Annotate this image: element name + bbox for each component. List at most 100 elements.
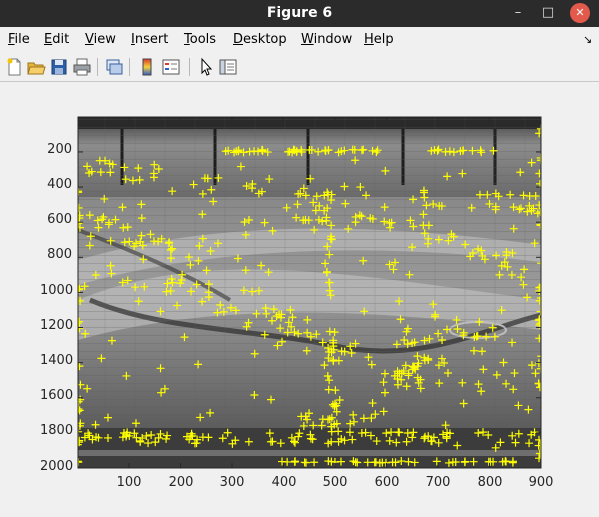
title-bar: Figure 6 – □ ✕ [0, 0, 599, 27]
feature-marker [78, 407, 82, 416]
feature-marker [479, 365, 488, 374]
feature-marker [314, 147, 323, 156]
property-editor-icon[interactable] [218, 57, 238, 77]
undock-icon[interactable]: ↘ [583, 33, 593, 46]
feature-marker [459, 328, 468, 337]
feature-marker [535, 316, 541, 325]
feature-marker [296, 189, 305, 198]
feature-marker [366, 214, 375, 223]
print-icon[interactable] [72, 57, 92, 77]
feature-marker [154, 164, 163, 173]
feature-marker [168, 187, 177, 196]
feature-marker [382, 429, 391, 438]
y-tick-label: 1400 [40, 353, 74, 368]
menu-help[interactable]: Help [364, 32, 394, 47]
maximize-button[interactable]: □ [541, 5, 555, 20]
feature-marker [78, 223, 84, 232]
feature-marker [268, 226, 277, 235]
feature-marker [371, 458, 380, 467]
feature-marker [348, 435, 357, 444]
feature-marker [508, 249, 517, 258]
feature-marker [443, 369, 452, 378]
menu-tools[interactable]: Tools [184, 32, 217, 47]
feature-marker [245, 216, 254, 225]
menu-bar: File Edit View Insert Tools Desktop Wind… [0, 27, 599, 52]
feature-marker [434, 438, 443, 447]
x-tick-label: 800 [477, 475, 503, 490]
feature-marker [327, 235, 336, 244]
new-figure-icon[interactable] [4, 57, 24, 77]
feature-marker [284, 318, 293, 327]
legend-icon[interactable] [161, 57, 181, 77]
feature-marker [438, 336, 447, 345]
feature-marker [475, 317, 484, 326]
feature-marker [325, 327, 334, 336]
feature-marker [386, 223, 395, 232]
y-tick-label: 1200 [40, 318, 74, 333]
feature-marker [312, 192, 321, 201]
feature-marker [502, 247, 511, 256]
feature-marker [135, 175, 144, 184]
x-tick-label: 900 [528, 475, 554, 490]
feature-marker [503, 262, 512, 271]
feature-marker [396, 315, 405, 324]
feature-marker [325, 376, 334, 385]
feature-marker [387, 218, 396, 227]
menu-edit[interactable]: Edit [44, 32, 70, 47]
feature-marker [424, 356, 433, 365]
minimize-button[interactable]: – [514, 5, 522, 20]
feature-marker [461, 457, 470, 466]
feature-marker [301, 412, 310, 421]
feature-marker [322, 268, 331, 277]
feature-marker [434, 361, 443, 370]
feature-marker [403, 340, 412, 349]
feature-marker [359, 256, 368, 265]
menu-insert[interactable]: Insert [131, 32, 169, 47]
feature-marker [322, 213, 331, 222]
feature-marker [328, 400, 337, 409]
feature-marker [413, 352, 422, 361]
feature-marker [420, 336, 429, 345]
feature-marker [250, 390, 259, 399]
feature-marker [529, 204, 538, 213]
feature-marker [306, 434, 315, 443]
y-tick-label: 2000 [40, 459, 74, 474]
feature-marker [458, 378, 467, 387]
menu-file[interactable]: File [8, 32, 30, 47]
feature-marker [341, 199, 350, 208]
feature-marker [397, 457, 406, 466]
feature-marker [78, 397, 83, 406]
pointer-icon[interactable] [196, 57, 216, 77]
feature-marker [294, 329, 303, 338]
colorbar-icon[interactable] [137, 57, 157, 77]
feature-marker [530, 239, 539, 248]
feature-marker [497, 306, 506, 315]
open-file-icon[interactable] [26, 57, 46, 77]
menu-view[interactable]: View [85, 32, 116, 47]
feature-marker [192, 439, 201, 448]
feature-marker [93, 216, 102, 225]
x-tick-label: 500 [322, 475, 348, 490]
menu-desktop[interactable]: Desktop [233, 32, 287, 47]
feature-marker [371, 410, 380, 419]
menu-window[interactable]: Window [301, 32, 353, 47]
feature-marker [539, 284, 541, 286]
feature-marker [162, 287, 171, 296]
close-button[interactable]: ✕ [570, 3, 590, 23]
feature-marker [311, 206, 320, 215]
feature-marker [422, 201, 431, 210]
feature-marker [502, 457, 511, 466]
feature-marker [105, 218, 114, 227]
feature-marker [424, 221, 433, 230]
feature-marker [416, 375, 425, 384]
feature-marker [207, 185, 216, 194]
feature-marker [395, 297, 404, 306]
save-icon[interactable] [49, 57, 69, 77]
feature-marker [535, 454, 541, 463]
link-plot-icon[interactable] [104, 57, 124, 77]
feature-marker [409, 222, 418, 231]
feature-marker [257, 187, 266, 196]
feature-marker [160, 384, 169, 393]
feature-marker [198, 210, 207, 219]
feature-marker [299, 184, 308, 193]
